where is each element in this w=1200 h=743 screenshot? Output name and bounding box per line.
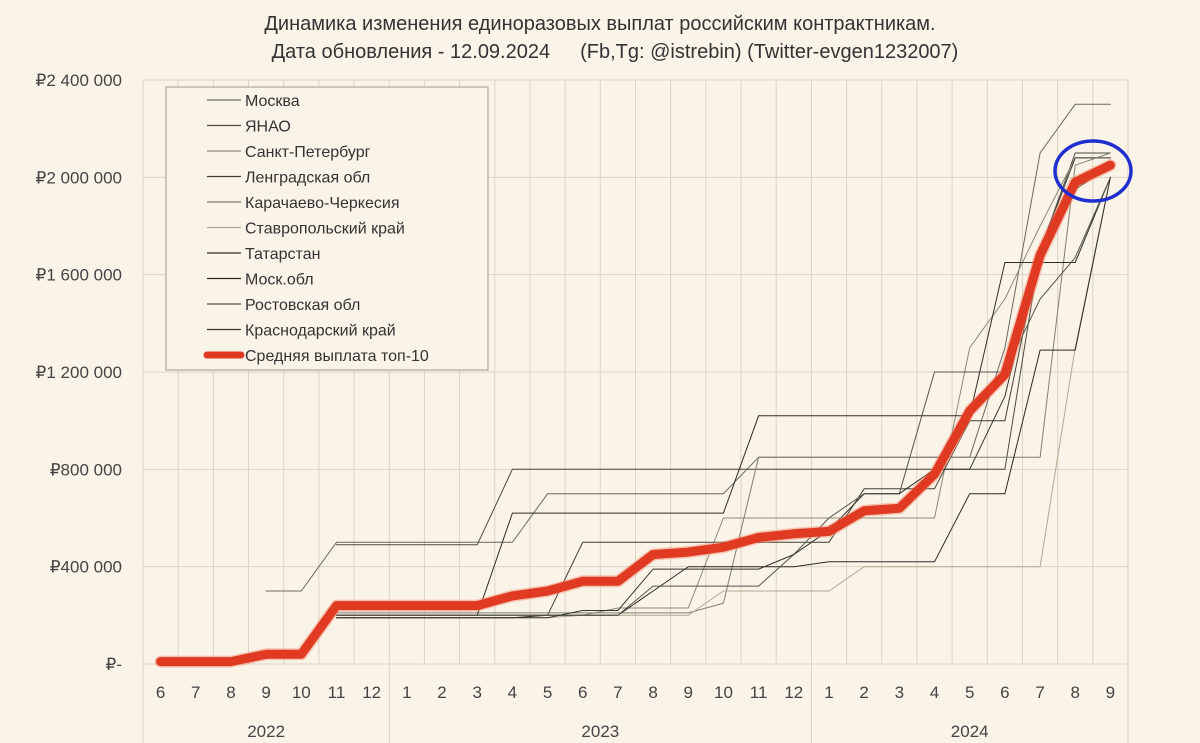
x-tick-label: 6 bbox=[578, 683, 587, 702]
x-tick-label: 8 bbox=[648, 683, 657, 702]
x-tick-label: 1 bbox=[824, 683, 833, 702]
x-tick-label: 6 bbox=[1000, 683, 1009, 702]
x-tick-label: 7 bbox=[191, 683, 200, 702]
title-line-1: Динамика изменения единоразовых выплат р… bbox=[264, 13, 936, 35]
x-tick-label: 7 bbox=[1035, 683, 1044, 702]
legend-label: Ленградская обл bbox=[245, 170, 370, 187]
series-line bbox=[336, 152, 1111, 546]
x-tick-label: 10 bbox=[714, 683, 733, 702]
y-tick-label: ₽- bbox=[106, 655, 122, 674]
x-tick-label: 12 bbox=[362, 683, 381, 702]
series-line bbox=[336, 152, 1111, 614]
x-tick-label: 8 bbox=[226, 683, 235, 702]
x-tick-label: 9 bbox=[261, 683, 270, 702]
x-tick-label: 3 bbox=[895, 683, 904, 702]
x-tick-label: 10 bbox=[292, 683, 311, 702]
x-tick-label: 9 bbox=[1106, 683, 1115, 702]
legend-label: Средняя выплата топ-10 bbox=[245, 348, 429, 365]
x-tick-label: 8 bbox=[1070, 683, 1079, 702]
y-tick-label: ₽1 600 000 bbox=[36, 266, 122, 285]
highlight-circle bbox=[1053, 139, 1133, 203]
x-tick-label: 1 bbox=[402, 683, 411, 702]
y-tick-label: ₽2 400 000 bbox=[36, 71, 122, 90]
series-line bbox=[336, 164, 1111, 619]
y-tick-label: ₽2 000 000 bbox=[36, 168, 122, 187]
chart-title: Динамика изменения единоразовых выплат р… bbox=[0, 10, 1200, 66]
legend-label: Ставропольский край bbox=[245, 221, 405, 238]
average-series-line bbox=[156, 160, 1115, 667]
y-axis: ₽- ₽400 000 ₽800 000 ₽1 200 000 ₽1 600 000 ₽2… bbox=[36, 71, 122, 674]
x-tick-label: 9 bbox=[684, 683, 693, 702]
title-line-2: Дата обновления - 12.09.2024 (Fb,Tg: @ist… bbox=[0, 38, 1200, 66]
x-tick-label: 4 bbox=[508, 683, 517, 702]
year-label: 2023 bbox=[581, 722, 619, 741]
legend-box bbox=[165, 86, 489, 371]
legend-label: Краснодарский край bbox=[245, 323, 396, 340]
series-lines bbox=[154, 103, 1117, 668]
legend-label: Ростовская обл bbox=[245, 297, 360, 314]
legend-label: Карачаево-Черкесия bbox=[245, 195, 399, 212]
x-tick-label: 5 bbox=[543, 683, 552, 702]
x-tick-label: 7 bbox=[613, 683, 622, 702]
update-date: Дата обновления - 12.09.2024 bbox=[271, 41, 551, 63]
legend-label: ЯНАО bbox=[245, 119, 291, 136]
x-tick-label: 6 bbox=[156, 683, 165, 702]
legend-label: Татарстан bbox=[245, 246, 320, 263]
author-contacts: (Fb,Tg: @istrebin) (Twitter-evgen1232007… bbox=[580, 41, 959, 63]
y-tick-label: ₽800 000 bbox=[50, 460, 122, 479]
legend-label: Санкт-Петербург bbox=[245, 144, 371, 161]
legend: Москва ЯНАО Санкт-Петербург Ленградская обл… bbox=[165, 86, 489, 371]
x-tick-label: 2 bbox=[859, 683, 868, 702]
x-tick-label: 11 bbox=[750, 683, 768, 702]
y-tick-label: ₽1 200 000 bbox=[36, 363, 122, 382]
x-tick-label: 11 bbox=[328, 683, 346, 702]
year-label: 2022 bbox=[247, 722, 285, 741]
year-label: 2024 bbox=[951, 722, 989, 741]
x-tick-label: 5 bbox=[965, 683, 974, 702]
legend-label: Моск.обл bbox=[245, 272, 314, 289]
x-tick-label: 12 bbox=[784, 683, 803, 702]
legend-label: Москва bbox=[245, 93, 300, 110]
x-tick-label: 4 bbox=[930, 683, 939, 702]
x-tick-label: 2 bbox=[437, 683, 446, 702]
series-line bbox=[336, 176, 1111, 616]
x-tick-label: 3 bbox=[472, 683, 481, 702]
y-tick-label: ₽400 000 bbox=[50, 558, 122, 577]
